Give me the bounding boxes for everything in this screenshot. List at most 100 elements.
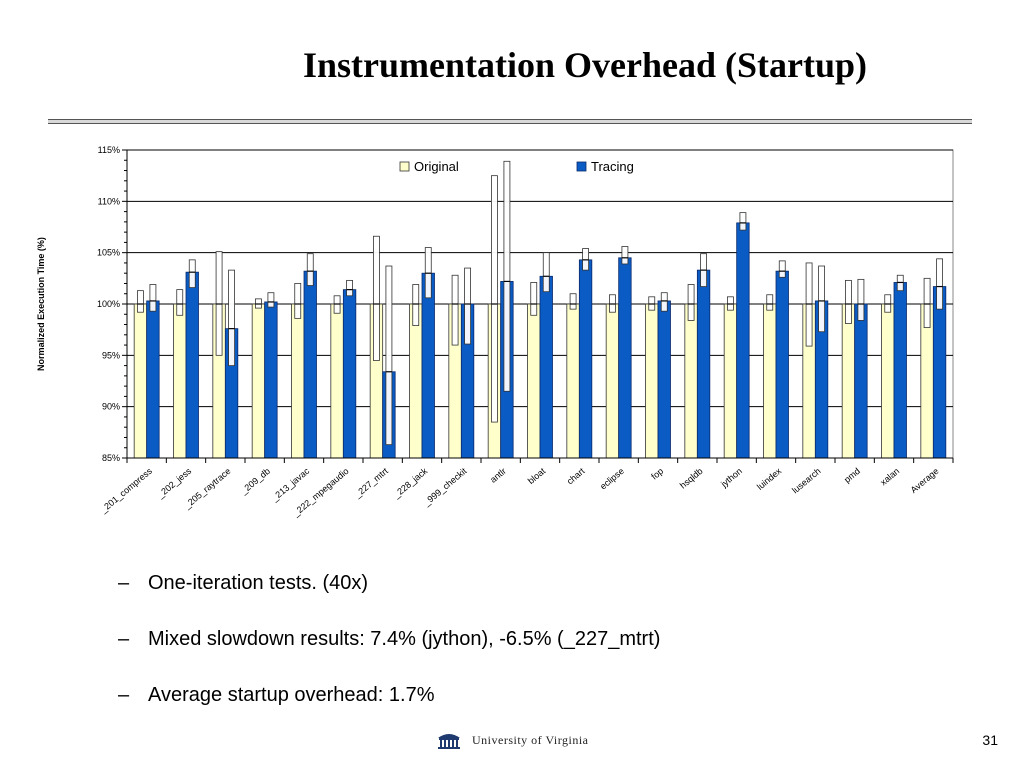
error-box (621, 246, 629, 265)
x-tick-label: eclipse (598, 466, 626, 492)
original-bar (173, 303, 187, 459)
tracing-bar (775, 270, 789, 459)
dash-icon: – (118, 572, 130, 594)
tracing-bar (342, 289, 357, 459)
x-tick-label: antlr (488, 466, 508, 485)
original-bar (409, 303, 423, 459)
error-box (188, 259, 196, 288)
error-box (228, 269, 235, 366)
x-tick-label: Average (909, 466, 941, 495)
slide-title: Instrumentation Overhead (Startup) (303, 45, 867, 85)
y-tick-label: 95% (102, 350, 120, 360)
error-box (267, 292, 275, 308)
x-tick-label: lusearch (790, 466, 822, 496)
bullet-item: – One-iteration tests. (40x) (118, 572, 660, 600)
x-tick-label: xalan (878, 466, 901, 487)
university-name: University of Virginia (472, 732, 589, 747)
original-bar (291, 303, 305, 459)
error-box (778, 260, 786, 278)
y-tick-label: 100% (97, 299, 120, 309)
original-bar (881, 303, 895, 459)
legend-label-tracing: Tracing (591, 159, 634, 174)
university-logo: University of Virginia (436, 728, 589, 752)
original-bar (645, 303, 659, 459)
error-box (845, 279, 852, 324)
x-tick-label: _999_checkit (421, 466, 469, 509)
error-box (818, 265, 825, 333)
x-tick-label: chart (565, 466, 587, 487)
tracing-bar (146, 300, 160, 459)
tracing-bar (303, 270, 317, 459)
original-bar (723, 303, 738, 459)
bullet-text: Mixed slowdown results: 7.4% (jython), -… (148, 628, 661, 650)
error-box (530, 282, 538, 316)
original-bar (841, 303, 856, 459)
error-box (923, 277, 931, 329)
x-tick-label: _201_compress (98, 466, 155, 516)
y-tick-label: 115% (98, 145, 120, 155)
bullet-item: – Mixed slowdown results: 7.4% (jython), … (118, 628, 660, 656)
original-bar (566, 303, 580, 459)
rotunda-icon (438, 734, 460, 749)
error-box (936, 258, 943, 310)
original-bar (527, 303, 541, 459)
error-box (464, 267, 471, 345)
error-box (176, 289, 184, 316)
y-tick-label: 110% (98, 196, 120, 206)
x-tick-label: pmd (842, 466, 862, 485)
legend-label-original: Original (414, 159, 459, 174)
error-box (306, 253, 314, 286)
x-tick-label: jython (718, 466, 744, 490)
bullet-list: – One-iteration tests. (40x) – Mixed slowd… (118, 572, 660, 740)
legend-swatch-original (399, 161, 410, 172)
dash-icon: – (118, 684, 130, 706)
axis-layer (122, 149, 954, 463)
original-bar (133, 303, 148, 459)
y-tick-label: 90% (102, 402, 120, 412)
tracing-bar (932, 286, 947, 459)
y-tick-label: 105% (97, 248, 120, 258)
error-box (766, 294, 774, 311)
original-bar (605, 303, 620, 459)
tracing-bar (893, 282, 907, 459)
error-box (385, 265, 393, 446)
error-box (294, 283, 302, 319)
error-box (491, 175, 498, 423)
bullet-text: One-iteration tests. (40x) (148, 572, 369, 594)
bar-chart: 85% 90% 95% 100% 105% 110% 115% Normalized Exec… (36, 145, 954, 519)
title-divider (48, 119, 972, 124)
tracing-bar (736, 222, 750, 459)
tracing-bar (264, 301, 278, 459)
x-tick-label: _202_jess (155, 466, 194, 501)
x-tick-label: hsqldb (678, 466, 705, 491)
error-box (660, 292, 668, 312)
tracing-bar (578, 259, 593, 459)
tracing-bar (696, 269, 711, 459)
error-box (346, 279, 353, 297)
tracing-bar (421, 272, 435, 459)
error-box (569, 293, 577, 310)
x-tick-label: _227_mtrt (352, 466, 391, 501)
bullet-item: – Average startup overhead: 1.7% (118, 684, 660, 712)
x-tick-label: fop (649, 466, 665, 482)
x-tick-label: bloat (526, 466, 548, 487)
page-number: 31 (982, 732, 998, 748)
x-tick-label: luindex (755, 466, 784, 492)
tracing-bar (657, 300, 671, 459)
original-bar (763, 303, 777, 459)
error-box (412, 284, 420, 326)
legend-layer: Original Tracing (399, 159, 634, 174)
legend-swatch-tracing (576, 161, 587, 172)
tracing-bar (854, 303, 868, 459)
error-box (373, 235, 380, 361)
original-bar (251, 303, 266, 459)
error-box (687, 284, 695, 321)
x-tick-label: _228_jack (391, 466, 430, 501)
bullet-text: Average startup overhead: 1.7% (148, 684, 435, 706)
error-box (503, 160, 511, 392)
error-box (857, 278, 865, 321)
error-box (451, 274, 459, 346)
original-bar (684, 303, 698, 459)
error-box (137, 290, 144, 313)
error-box (542, 252, 550, 293)
